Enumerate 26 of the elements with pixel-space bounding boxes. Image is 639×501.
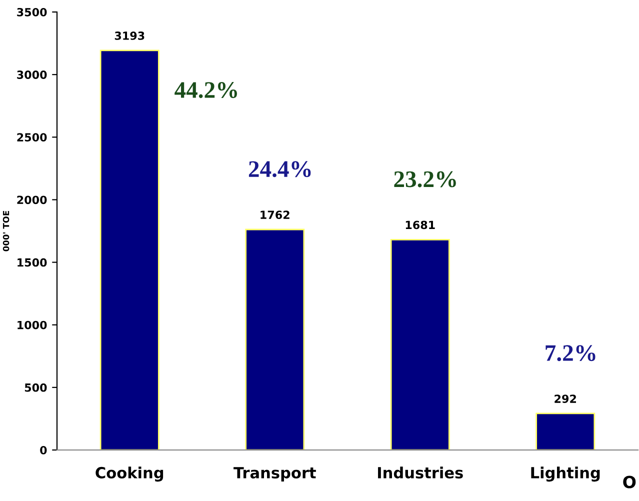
y-tick-label: 0 [40, 446, 47, 454]
data-label: 3193 [114, 32, 144, 40]
x-tick-label: Lighting [531, 466, 600, 482]
bar [100, 50, 160, 450]
annotation: 23.2% [394, 171, 456, 188]
y-tick-label: 3500 [17, 8, 47, 16]
annotation: 7.2% [546, 345, 596, 362]
data-label: 1762 [260, 210, 290, 220]
x-tick-label: Transport [234, 467, 316, 482]
y-tick-label: 3000 [17, 70, 47, 79]
x-tick-label: Cooking [96, 466, 164, 482]
text: O [623, 476, 636, 488]
y-tick-label: 500 [24, 383, 47, 392]
y-tick-label: 1000 [18, 320, 47, 330]
y-tick-label: 2000 [17, 196, 47, 204]
annotation: 24.4% [248, 161, 311, 178]
bar [245, 228, 305, 450]
data-label: 1681 [406, 220, 435, 230]
y-tick-label: 2500 [17, 133, 47, 142]
y-tick-label: 1500 [18, 258, 47, 267]
bar [390, 238, 450, 450]
bar [536, 412, 596, 450]
data-label: 292 [554, 394, 576, 403]
x-tick-label: Industries [378, 466, 463, 478]
annotation: 44.2% [174, 82, 237, 98]
y-axis-title: 000' TOE [2, 210, 10, 252]
